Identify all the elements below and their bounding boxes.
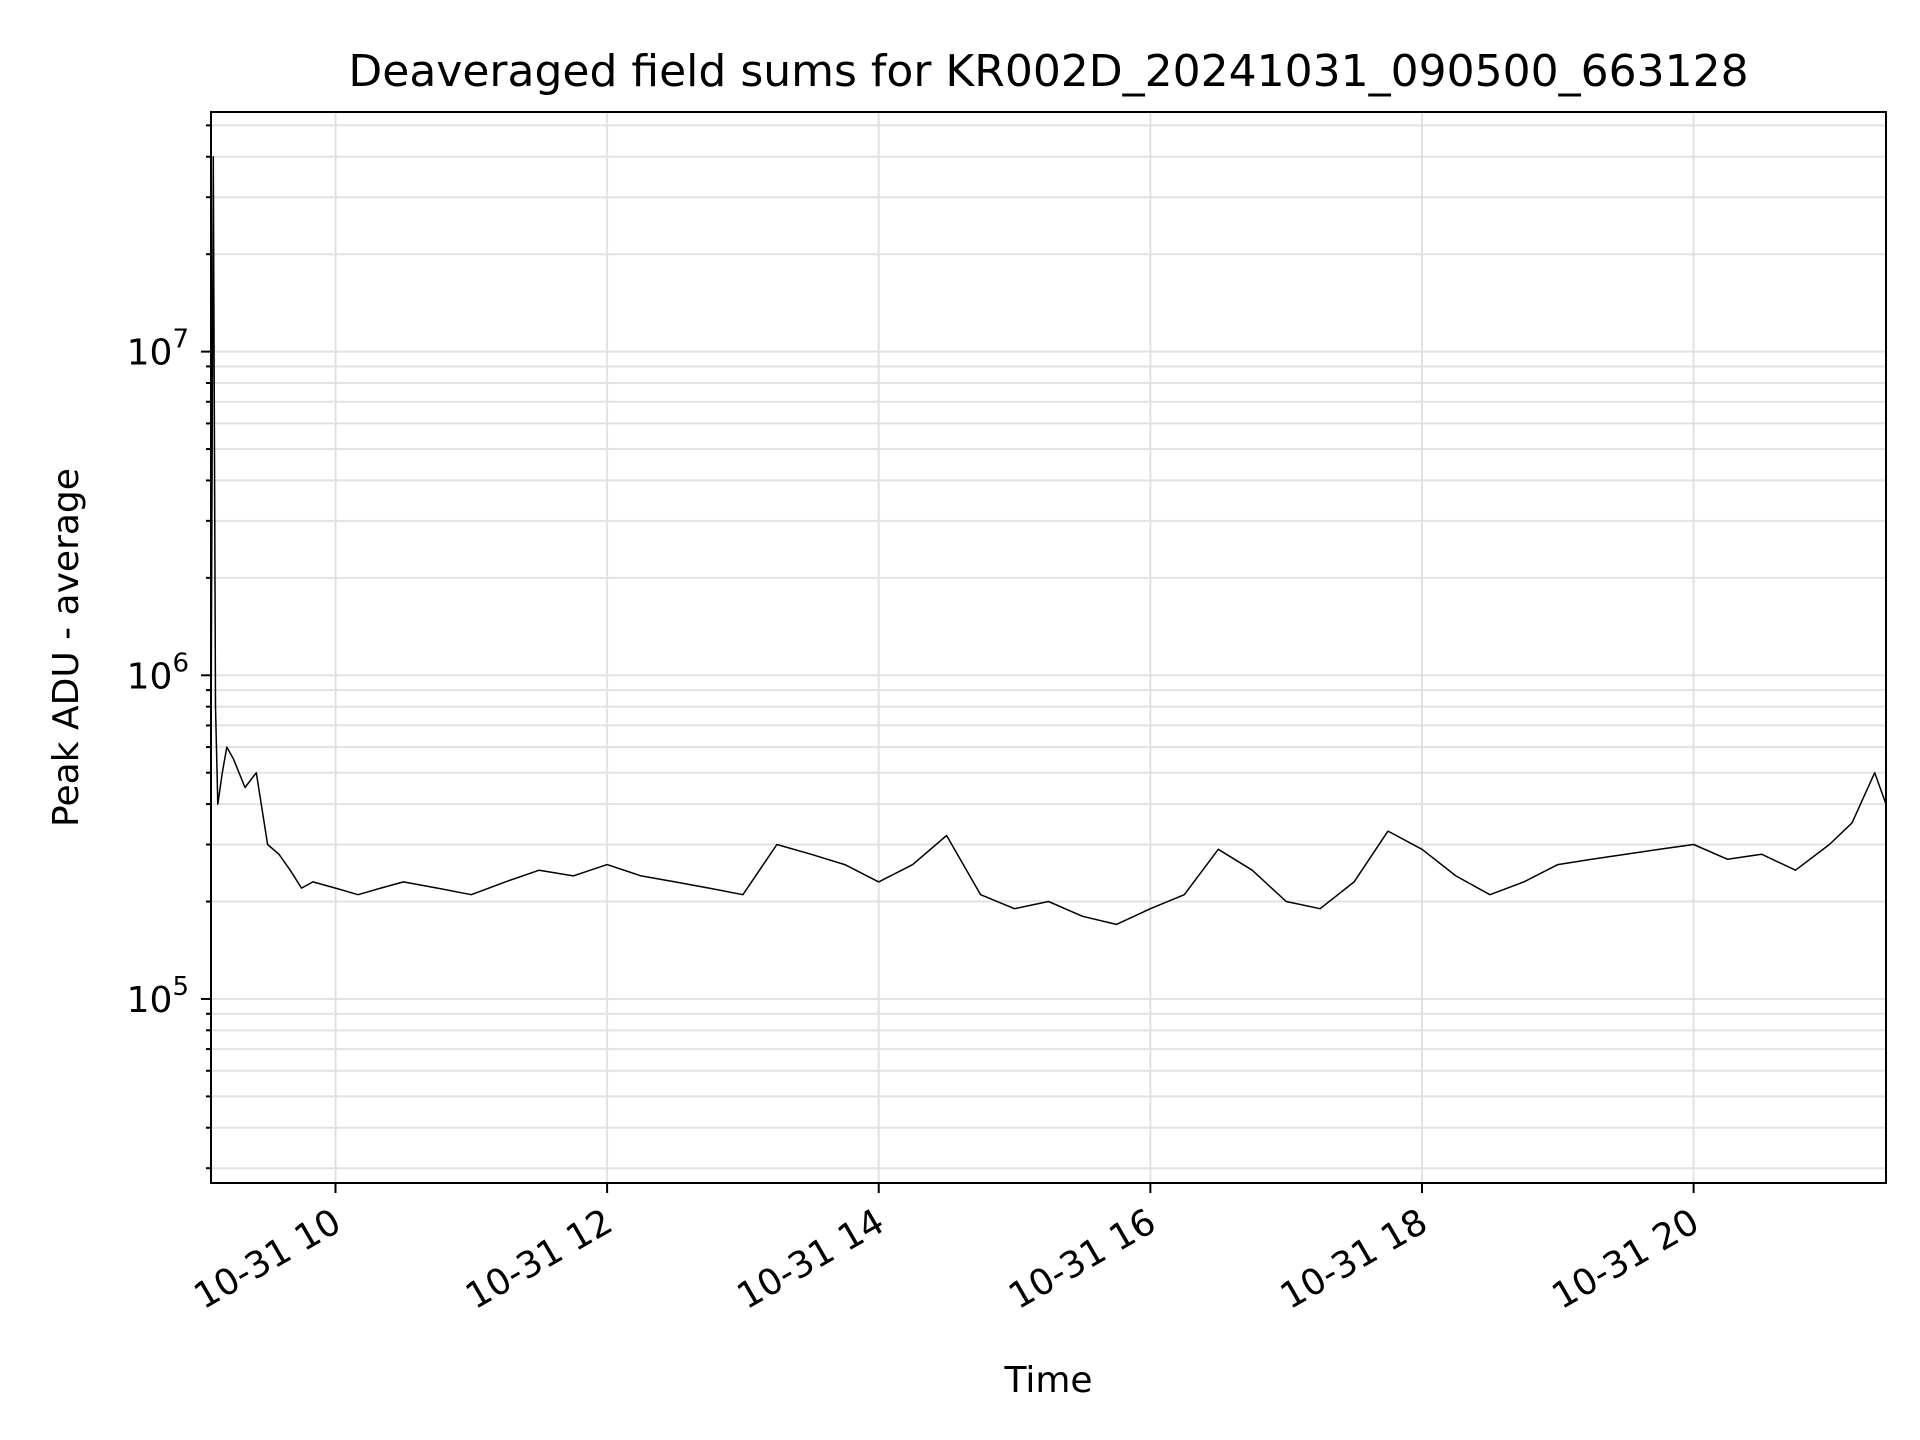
y-tick-label: 106	[127, 648, 189, 697]
y-axis: 105 106 107	[127, 124, 211, 1170]
plot-frame	[210, 111, 1887, 1184]
grid	[211, 112, 1886, 1183]
series-layer	[210, 156, 1887, 926]
x-axis-label: Time	[1003, 1360, 1092, 1401]
series-line	[210, 156, 1887, 926]
chart-title: Deaveraged field sums for KR002D_2024103…	[348, 46, 1748, 97]
y-tick-label: 105	[127, 972, 189, 1021]
y-tick-label: 107	[127, 325, 189, 374]
y-axis-label: Peak ADU - average	[46, 468, 87, 827]
